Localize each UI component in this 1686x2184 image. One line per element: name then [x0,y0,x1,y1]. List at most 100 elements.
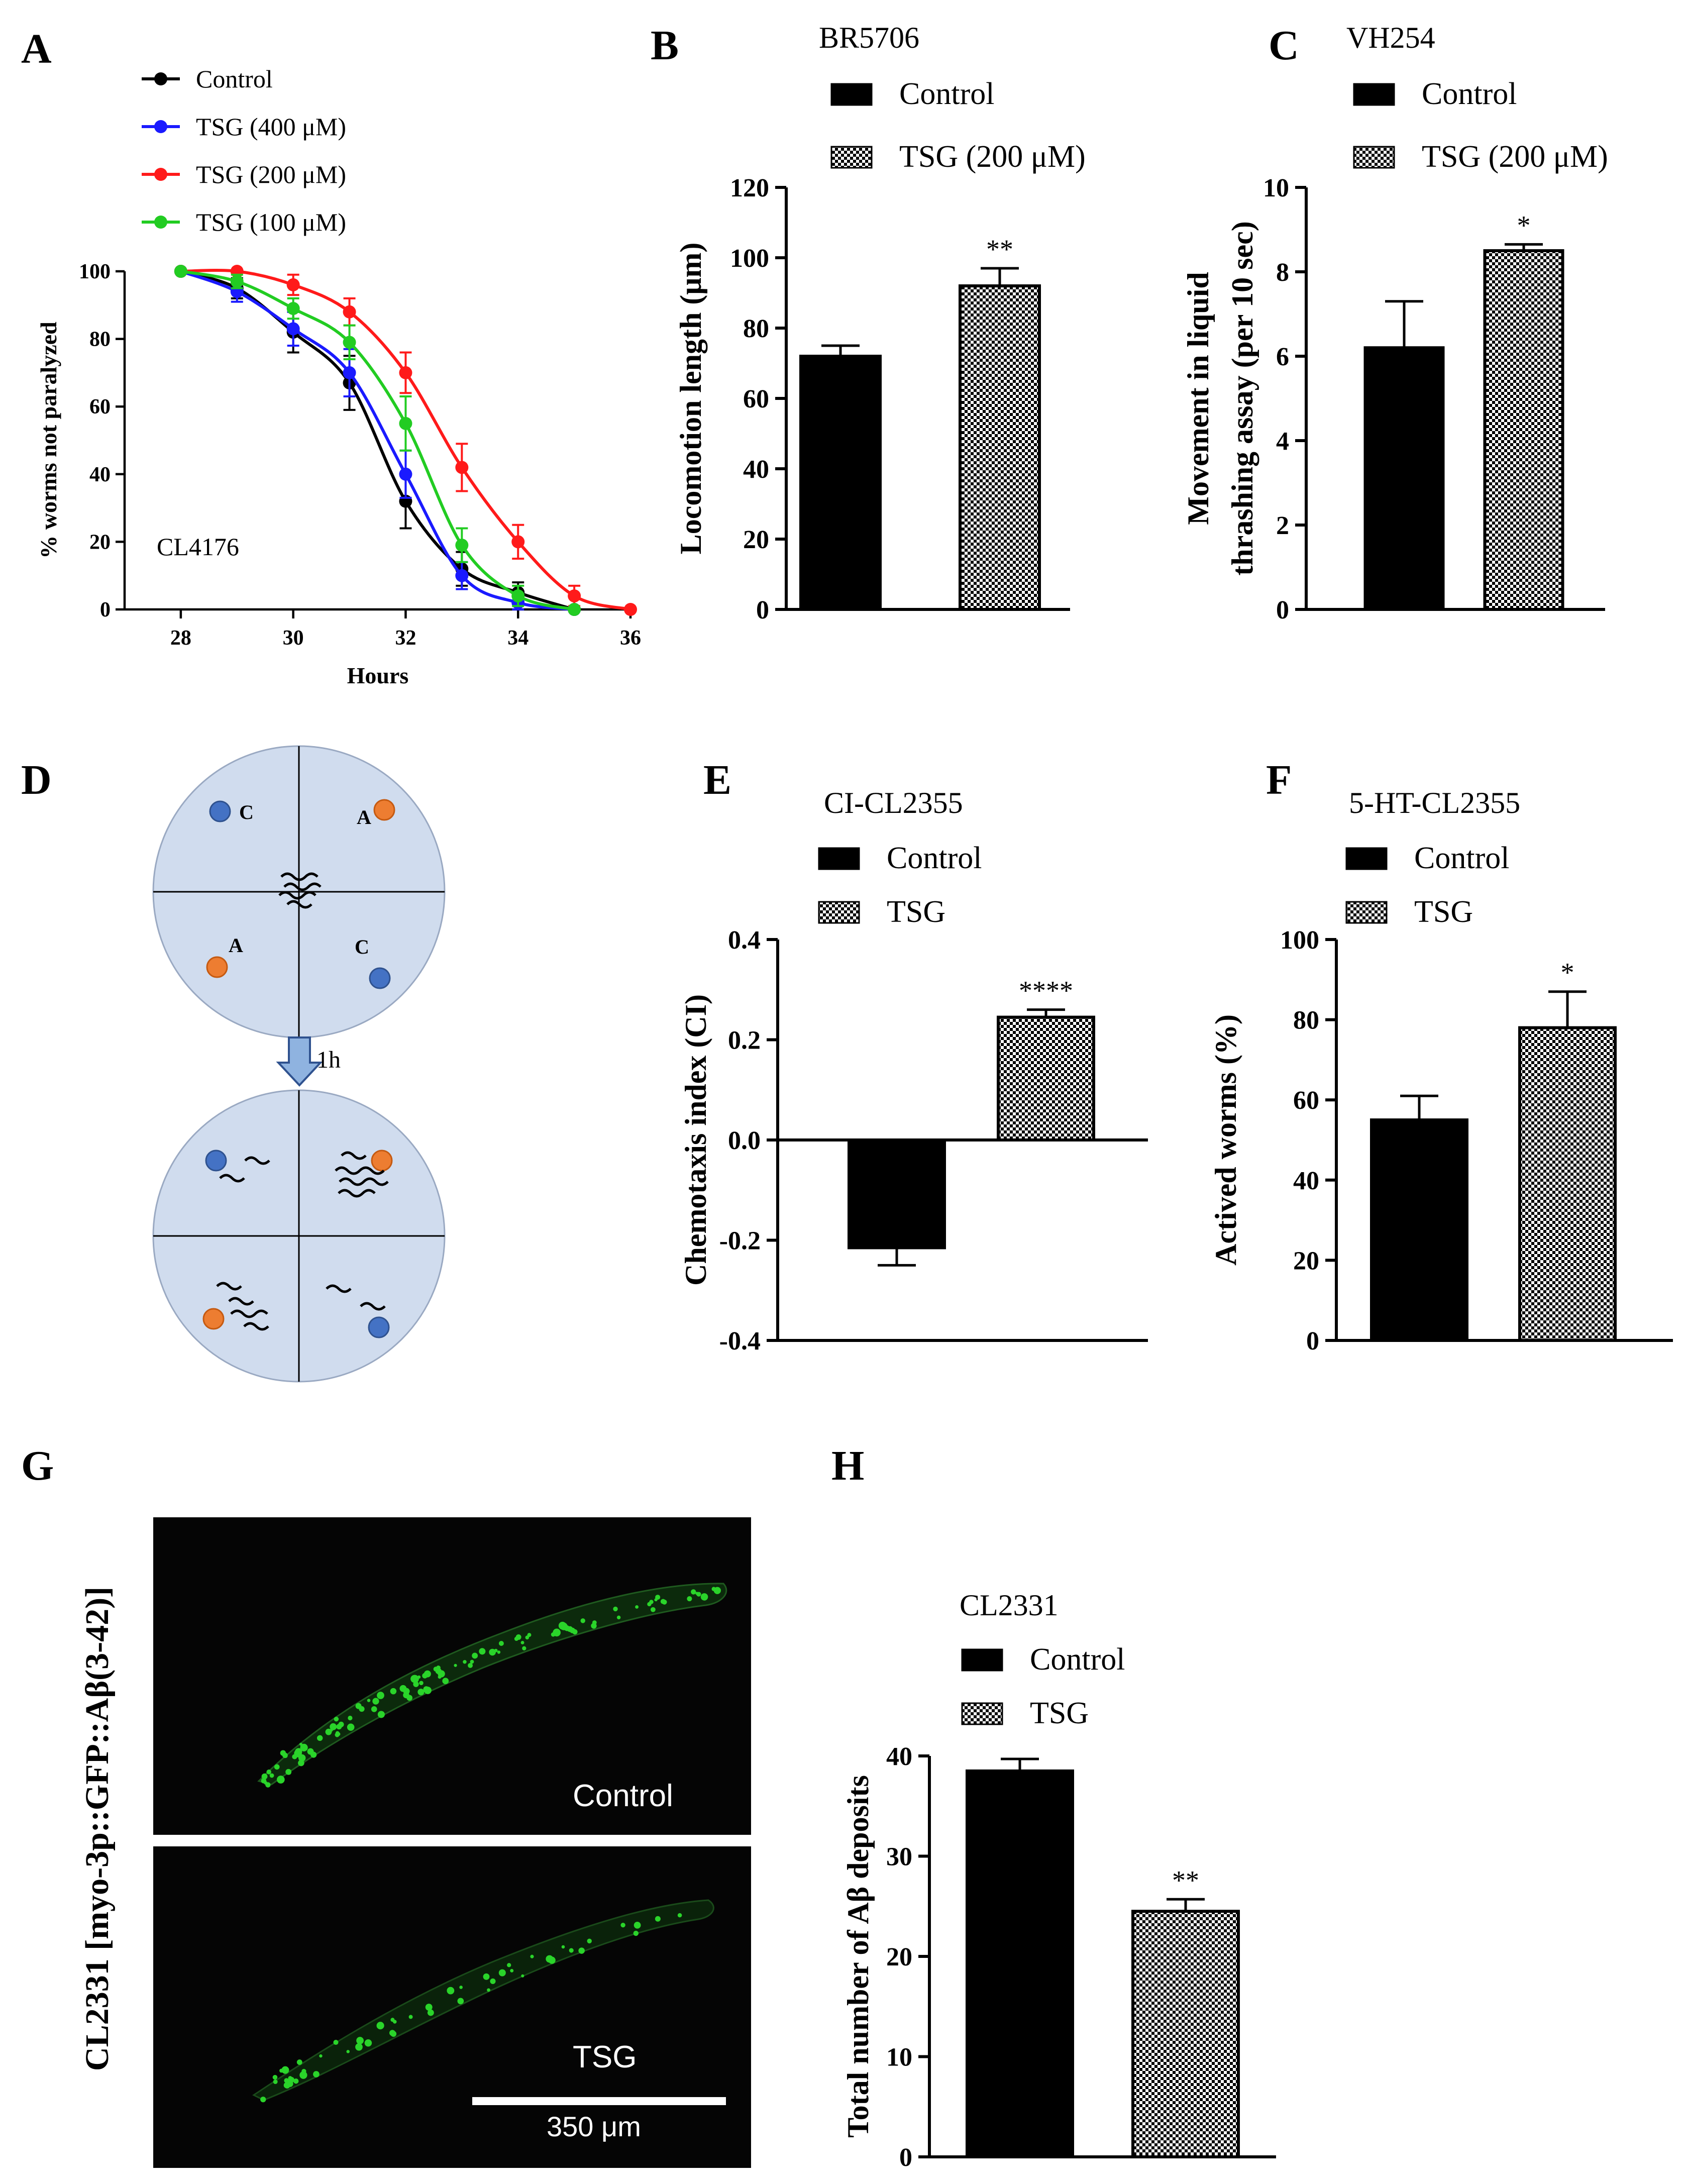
gfp-deposit [334,1716,339,1722]
control-spot-label: C [239,801,254,823]
chart-b-y-tick-label: 60 [743,385,769,413]
chart-c-y-label: thrashing assay (per 10 sec) [1226,221,1259,576]
gfp-deposit [300,2074,303,2078]
gfp-deposit [292,1754,297,1759]
gfp-deposit [514,1636,519,1641]
gfp-deposit [417,1689,425,1696]
chart-c-y-tick-label: 0 [1276,596,1289,625]
chart-a-point [343,366,356,379]
control-spot [209,800,231,822]
gfp-deposit [330,1723,337,1730]
chart-c-title: VH254 [1346,21,1435,54]
gfp-deposit [696,1592,701,1597]
gfp-deposit [406,1695,412,1701]
chart-f-legend-swatch [1345,847,1388,870]
chart-a-y-tick-label: 0 [100,598,111,621]
chart-a-point [399,417,412,430]
gfp-deposit [376,2022,384,2030]
chart-a-legend-marker [154,216,167,229]
gfp-deposit [472,1652,478,1659]
gfp-deposit [419,1681,424,1686]
chart-a-series-line [180,269,631,611]
gfp-deposit [261,1773,268,1780]
gfp-deposit [520,1640,524,1644]
gfp-deposit [347,1723,355,1731]
gfp-deposit [377,1711,385,1718]
gfp-deposit [274,1764,280,1770]
gfp-deposit [364,2039,372,2047]
chart-h-legend-label: TSG [1030,1696,1089,1730]
gfp-deposit [650,1607,656,1612]
gfp-deposit [655,1595,661,1600]
panel-label-h: H [831,1442,864,1489]
chart-b-bar [799,355,882,611]
gfp-deposit [592,1620,597,1625]
chart-c-legend-label: TSG (200 μM) [1422,140,1608,174]
gfp-deposit [372,1698,379,1705]
chart-e-legend-label: Control [887,841,982,875]
control-spot [368,1316,390,1338]
gfp-deposit [313,2071,320,2077]
chart-h-y-tick-label: 20 [886,1943,912,1971]
gfp-deposit [454,1663,457,1667]
chart-a-point [399,366,412,379]
gfp-deposit [548,1956,556,1964]
gfp-deposit [319,2054,323,2058]
chart-f-y-tick-label: 60 [1293,1086,1319,1115]
chart-a-legend-label: Control [196,65,273,93]
chart-b-legend-label: Control [899,77,994,111]
gfp-deposit [260,2097,266,2103]
gfp-deposit [281,2066,289,2074]
gfp-deposit [620,1922,625,1928]
chart-a-y-tick-label: 80 [89,328,111,351]
gfp-deposit [564,1625,570,1631]
gfp-deposit [393,2020,397,2024]
chart-h-legend-label: Control [1030,1642,1125,1677]
control-spot [369,967,391,989]
chart-c-bar [1363,346,1445,611]
chart-h-y-label: Total number of Aβ deposits [841,1775,875,2138]
chart-a-point [286,322,300,336]
gfp-deposit [687,1596,692,1602]
gfp-deposit [424,1687,432,1694]
chart-e-y-tick-label: -0.2 [719,1227,761,1256]
gfp-deposit [463,1659,467,1664]
gfp-deposit [264,1781,268,1785]
gfp-deposit [335,1732,340,1737]
chart-h-legend-swatch [961,1648,1003,1672]
chart-e-bar [997,1015,1095,1142]
gfp-deposit [390,1688,397,1695]
chart-b-bar [959,284,1041,611]
attractant-spot [202,1308,225,1330]
gfp-deposit [279,2068,284,2073]
gfp-deposit [298,1754,306,1762]
gfp-deposit [296,2059,302,2065]
chart-f-y-label: Actived worms (%) [1209,1014,1242,1266]
gfp-deposit [288,2076,294,2083]
gfp-deposit [284,1754,288,1758]
chart-f-y-tick-label: 0 [1306,1327,1319,1356]
gfp-deposit [490,1978,496,1984]
chart-a-y-label: % worms not paralyzed [36,322,61,559]
gfp-deposit [498,1969,506,1977]
chart-a-x-tick-label: 36 [620,627,641,650]
panel-label-d: D [21,757,52,803]
gfp-deposit [470,1659,474,1664]
chart-h-y-tick-label: 0 [899,2143,912,2172]
time-arrow-label: 1h [317,1047,341,1073]
chart-a-point [286,302,300,316]
chart-e-y-tick-label: 0.4 [728,926,761,955]
chart-a-point [174,265,187,278]
chart-b-title: BR5706 [819,21,919,54]
gfp-deposit [522,1646,526,1650]
chart-b-legend-swatch [830,146,873,169]
chart-b-y-tick-label: 40 [743,455,769,484]
gfp-deposit [578,1947,585,1954]
chart-c-legend-swatch [1353,146,1395,169]
attractant-spot-label: A [357,806,371,828]
chart-b: BR5706 Control TSG (200 μM) 0 20 40 60 80 100 120… [674,21,1086,625]
chart-c-y-tick-label: 2 [1276,511,1289,540]
gfp-deposit [569,1948,574,1953]
chart-a-x-tick-label: 34 [507,627,529,650]
attractant-spot [373,799,395,821]
